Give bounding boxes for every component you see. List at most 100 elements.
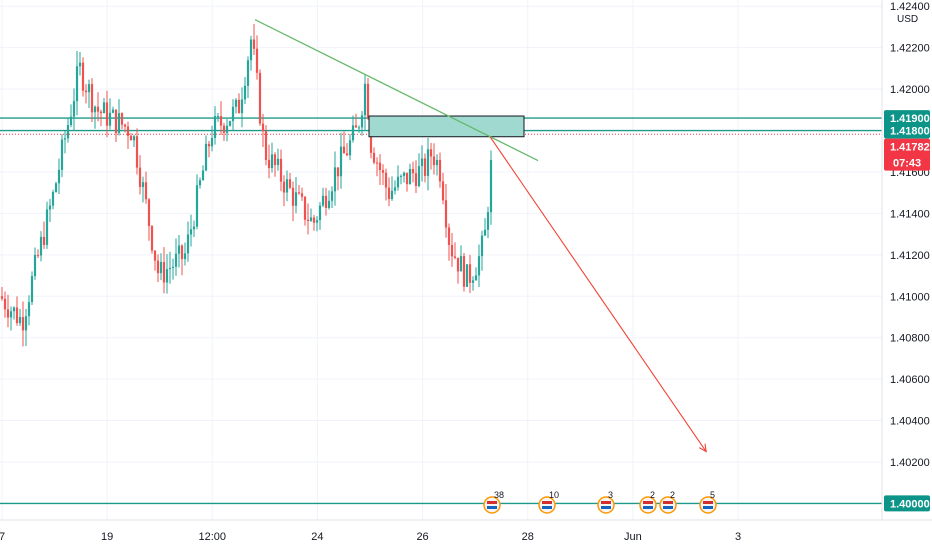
candle-body xyxy=(372,152,376,163)
candle-body xyxy=(42,236,46,245)
x-tick-label: 12:00 xyxy=(199,531,227,543)
price-tag-background xyxy=(884,122,930,139)
candle-body xyxy=(345,153,349,156)
candle-body xyxy=(375,162,379,164)
candle-body xyxy=(291,187,295,206)
candle-body xyxy=(174,253,178,267)
candle-body xyxy=(6,309,10,318)
candle-body xyxy=(153,250,157,261)
candle-body xyxy=(297,192,301,194)
candle-body xyxy=(228,121,232,126)
price-tag-background xyxy=(884,110,930,127)
candle-body xyxy=(102,102,106,114)
price-tag-label: 1.41800 xyxy=(890,126,930,138)
price-axis[interactable]: 1.424001.422001.420001.418001.416001.414… xyxy=(890,1,930,510)
candle-body xyxy=(21,317,25,331)
candle-body xyxy=(282,181,286,193)
candle-body xyxy=(417,166,421,186)
candle-body xyxy=(426,149,430,176)
candle-body xyxy=(33,254,37,277)
candle-body xyxy=(300,193,304,197)
candle-body xyxy=(18,317,22,324)
candle-body xyxy=(15,307,19,324)
candle-body xyxy=(324,195,328,208)
flag-stripe xyxy=(643,501,653,504)
projection-arrow-line[interactable] xyxy=(489,136,707,452)
candle-body xyxy=(303,196,307,220)
candle-body xyxy=(78,62,82,67)
candle-body xyxy=(30,276,34,303)
candle-body xyxy=(141,182,145,187)
candle-body xyxy=(75,66,79,102)
candle-body xyxy=(243,85,247,100)
candle-body xyxy=(24,316,28,331)
candle-body xyxy=(309,217,313,221)
candle-body xyxy=(69,116,73,126)
descending-trendline[interactable] xyxy=(254,19,539,162)
candle-body xyxy=(378,162,382,171)
drawing-tools xyxy=(254,19,707,453)
candle-body xyxy=(159,262,163,274)
candle-body xyxy=(156,260,160,274)
candle-body xyxy=(255,48,259,73)
candle-body xyxy=(213,116,217,139)
x-tick-label: Jun xyxy=(624,531,642,543)
candle-body xyxy=(330,191,334,201)
candle-body xyxy=(312,217,316,223)
economic-event-flag[interactable]: 5 xyxy=(699,490,717,514)
candle-body xyxy=(402,172,406,176)
economic-event-flag[interactable]: 38 xyxy=(483,490,504,514)
candle-body xyxy=(354,125,358,128)
candle-body xyxy=(99,111,103,114)
candle-body xyxy=(54,183,58,192)
x-tick-label: 24 xyxy=(311,531,323,543)
candle-body xyxy=(273,154,277,166)
candle-body xyxy=(351,125,355,141)
y-tick-label: 1.40600 xyxy=(890,374,930,386)
flag-stripe xyxy=(703,506,713,509)
economic-event-flag[interactable]: 2 xyxy=(659,490,677,514)
x-tick-label: 26 xyxy=(416,531,428,543)
candle-body xyxy=(114,109,118,134)
current-price-tag: 1.41782 07:43 xyxy=(884,138,930,171)
candle-body xyxy=(423,158,427,176)
candle-body xyxy=(363,83,367,116)
candle-body xyxy=(48,205,52,210)
y-tick-label: 1.40200 xyxy=(890,457,930,469)
candle-body xyxy=(231,106,235,122)
candle-body xyxy=(384,172,388,188)
event-count: 38 xyxy=(494,490,504,500)
economic-event-flag[interactable]: 10 xyxy=(538,490,559,514)
candle-body xyxy=(288,179,292,188)
time-axis[interactable]: 7 19 12:00 24 26 28 Jun 3 xyxy=(0,531,741,543)
candle-body xyxy=(477,256,481,276)
candle-body xyxy=(204,143,208,171)
candle-body xyxy=(348,140,352,156)
candle-body xyxy=(444,200,448,228)
candle-body xyxy=(285,179,289,193)
candle-body xyxy=(405,172,409,185)
candle-body xyxy=(438,159,442,182)
candle-body xyxy=(357,127,361,129)
economic-events: 38 10 3 2 2 5 xyxy=(483,490,717,514)
currency-label: USD xyxy=(897,14,918,25)
price-tag-label: 1.41782 xyxy=(890,142,930,154)
candle-body xyxy=(474,275,478,281)
candle-body xyxy=(327,200,331,208)
candle-body xyxy=(138,167,142,187)
candle-body xyxy=(321,195,325,206)
y-tick-label: 1.42200 xyxy=(890,43,930,55)
flag-stripe xyxy=(487,501,497,504)
x-tick-label: 19 xyxy=(101,531,113,543)
candle-body xyxy=(336,167,340,177)
candle-body xyxy=(192,226,196,230)
event-count: 10 xyxy=(549,490,559,500)
economic-event-flag[interactable]: 2 xyxy=(639,490,657,514)
candle-body xyxy=(342,146,346,154)
candle-body xyxy=(12,307,16,312)
chart-grid xyxy=(0,0,882,520)
economic-event-flag[interactable]: 3 xyxy=(597,490,615,514)
supply-zone-rectangle[interactable] xyxy=(368,115,525,138)
event-count: 2 xyxy=(670,490,675,500)
